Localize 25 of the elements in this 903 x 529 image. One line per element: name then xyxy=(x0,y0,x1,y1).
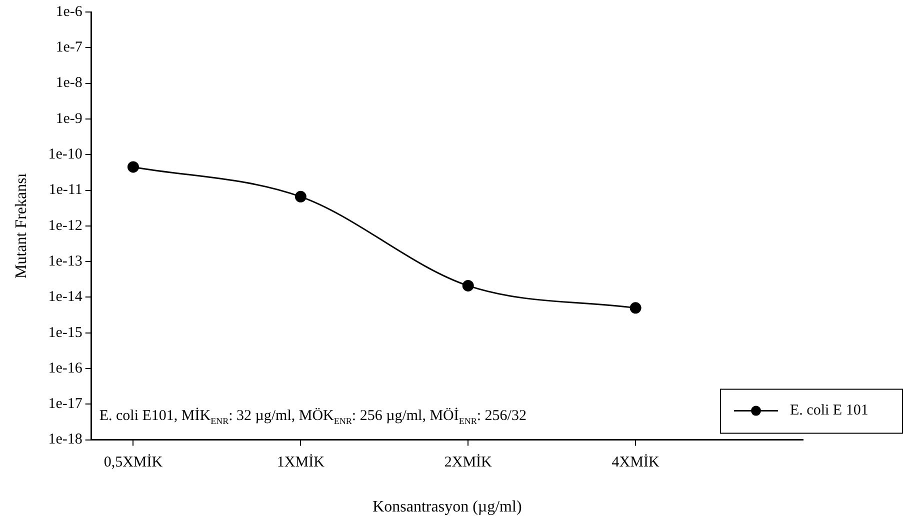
y-tick-label: 1e-18 xyxy=(48,432,82,448)
annotation: E. coli E101, MİK$_{ENR}$: 32 µg/ml, MÖK$_{ENR}$: 256 µg/ml, MÖİ$_{ENR}$: 256/32 xyxy=(99,408,526,426)
y-tick-label: 1e-8 xyxy=(56,75,82,92)
y-tick-label: 1e-17 xyxy=(48,396,83,412)
y-tick-label: 1e-14 xyxy=(48,289,83,306)
y-tick-label: 1e-10 xyxy=(48,146,82,163)
point xyxy=(294,190,306,202)
y-tick-label: 1e-9 xyxy=(56,110,82,127)
point xyxy=(127,161,139,173)
point xyxy=(462,280,474,292)
y-tick-label: 1e-16 xyxy=(48,360,83,376)
y-tick-label: 1e-15 xyxy=(48,324,82,341)
x-tick-label: 2XMİK xyxy=(444,454,492,471)
legend-label: E. coli E 101 xyxy=(790,402,868,419)
x-tick-label: 4XMİK xyxy=(612,454,660,471)
y-tick-label: 1e-13 xyxy=(48,253,82,270)
point xyxy=(630,302,642,314)
y-tick-label: 1e-11 xyxy=(48,182,82,198)
x-tick-label: 1XMİK xyxy=(276,454,325,471)
x-axis-title: Konsantrasyon (µg/ml) xyxy=(372,498,522,516)
y-tick-label: 1e-7 xyxy=(56,40,83,56)
x-tick-label: 0,5XMİK xyxy=(104,454,163,471)
y-axis-title: Mutant Frekansı xyxy=(12,172,30,279)
y-tick-label: 1e-12 xyxy=(48,218,82,234)
y-tick-label: 1e-6 xyxy=(56,4,83,20)
